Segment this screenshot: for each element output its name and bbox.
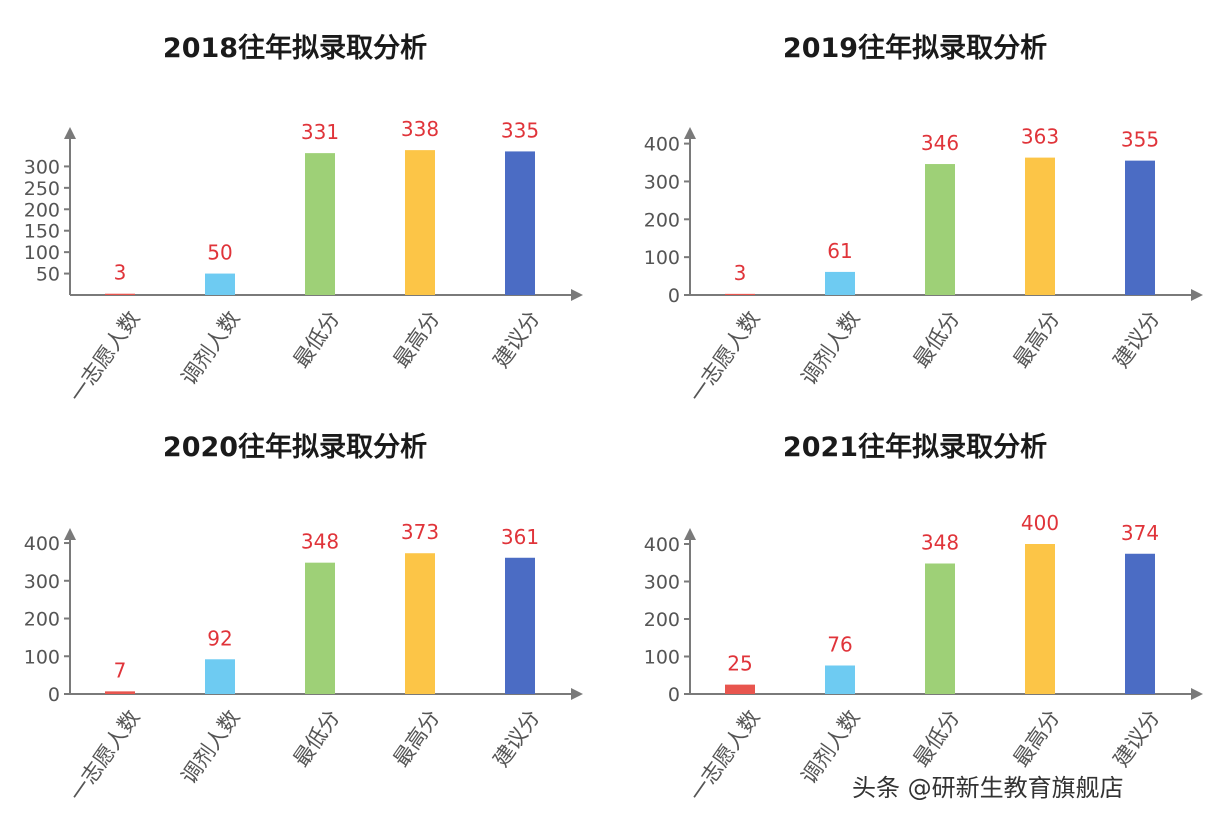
data-label: 7 bbox=[114, 658, 127, 682]
x-tick-label: 一志愿人数 bbox=[65, 307, 145, 407]
x-axis-arrow bbox=[1191, 688, 1203, 700]
data-label: 348 bbox=[921, 531, 959, 555]
bar bbox=[1025, 157, 1055, 295]
bar bbox=[925, 164, 955, 295]
chart-panel: 2019往年拟录取分析 0 100 200 300 400 3 一志愿人数 61 调剂人数 346 最… bbox=[644, 32, 1203, 407]
y-tick-label: 100 bbox=[24, 242, 60, 264]
y-tick-label: 100 bbox=[24, 646, 60, 668]
x-tick-label: 调剂人数 bbox=[177, 307, 245, 390]
y-tick-label: 100 bbox=[644, 647, 680, 669]
y-tick-label: 100 bbox=[644, 247, 680, 269]
y-tick-label: 300 bbox=[644, 572, 680, 594]
watermark: 头条 @研新生教育旗舰店 bbox=[852, 774, 1124, 802]
y-axis-arrow bbox=[64, 127, 76, 139]
x-tick-label: 一志愿人数 bbox=[65, 706, 145, 806]
y-tick-label: 400 bbox=[24, 533, 60, 555]
y-tick-label: 150 bbox=[24, 221, 60, 243]
y-tick-label: 250 bbox=[24, 178, 60, 200]
bar bbox=[405, 150, 435, 295]
bar bbox=[505, 151, 535, 295]
x-axis-arrow bbox=[571, 289, 583, 301]
data-label: 348 bbox=[301, 530, 339, 554]
y-axis-arrow bbox=[64, 528, 76, 540]
y-tick-label: 200 bbox=[24, 199, 60, 221]
y-tick-label: 200 bbox=[24, 609, 60, 631]
bar bbox=[1125, 553, 1155, 694]
x-tick-label: 一志愿人数 bbox=[685, 706, 765, 806]
x-tick-label: 建议分 bbox=[489, 307, 545, 372]
y-tick-label: 300 bbox=[24, 571, 60, 593]
bar bbox=[1025, 544, 1055, 694]
chart-panel: 2020往年拟录取分析 0 100 200 300 400 7 一志愿人数 92 调剂人数 348 最… bbox=[24, 431, 583, 806]
y-tick-label: 200 bbox=[644, 209, 680, 231]
data-label: 25 bbox=[727, 652, 752, 676]
data-label: 335 bbox=[501, 118, 539, 142]
data-label: 373 bbox=[401, 520, 439, 544]
x-tick-label: 建议分 bbox=[1109, 706, 1165, 771]
data-label: 355 bbox=[1121, 128, 1159, 152]
data-label: 363 bbox=[1021, 125, 1059, 149]
data-label: 92 bbox=[207, 626, 232, 650]
data-label: 361 bbox=[501, 525, 539, 549]
x-tick-label: 建议分 bbox=[489, 706, 545, 771]
chart-title: 2020往年拟录取分析 bbox=[163, 431, 427, 463]
bar bbox=[725, 293, 755, 295]
x-tick-label: 一志愿人数 bbox=[685, 307, 765, 407]
bar bbox=[305, 562, 335, 694]
x-tick-label: 最高分 bbox=[389, 307, 445, 372]
bar bbox=[825, 665, 855, 694]
y-axis-arrow bbox=[684, 528, 696, 540]
data-label: 338 bbox=[401, 117, 439, 141]
bar bbox=[1125, 160, 1155, 295]
x-tick-label: 最高分 bbox=[1009, 706, 1065, 771]
x-axis-arrow bbox=[1191, 289, 1203, 301]
bar bbox=[105, 293, 135, 295]
y-tick-label: 200 bbox=[644, 609, 680, 631]
bar bbox=[305, 153, 335, 295]
data-label: 76 bbox=[827, 633, 852, 657]
data-label: 50 bbox=[207, 241, 232, 265]
bar bbox=[725, 684, 755, 694]
chart-title: 2018往年拟录取分析 bbox=[163, 32, 427, 64]
data-label: 346 bbox=[921, 131, 959, 155]
chart-title: 2021往年拟录取分析 bbox=[783, 431, 1047, 463]
data-label: 61 bbox=[827, 239, 852, 263]
data-label: 3 bbox=[114, 261, 127, 285]
x-tick-label: 建议分 bbox=[1109, 307, 1165, 372]
x-tick-label: 最低分 bbox=[289, 706, 345, 771]
y-tick-label: 400 bbox=[644, 534, 680, 556]
chart-title: 2019往年拟录取分析 bbox=[783, 32, 1047, 64]
data-label: 374 bbox=[1121, 521, 1159, 545]
bar bbox=[825, 271, 855, 295]
bar bbox=[405, 553, 435, 694]
x-tick-label: 调剂人数 bbox=[797, 307, 865, 390]
y-tick-label: 300 bbox=[644, 171, 680, 193]
bar bbox=[105, 691, 135, 694]
x-tick-label: 最高分 bbox=[1009, 307, 1065, 372]
data-label: 400 bbox=[1021, 511, 1059, 535]
y-tick-label: 0 bbox=[668, 285, 680, 307]
bar bbox=[505, 557, 535, 694]
data-label: 3 bbox=[734, 261, 747, 285]
x-tick-label: 最高分 bbox=[389, 706, 445, 771]
y-tick-label: 0 bbox=[48, 684, 60, 706]
bar bbox=[205, 273, 235, 295]
data-label: 331 bbox=[301, 120, 339, 144]
y-axis-arrow bbox=[684, 127, 696, 139]
chart-panel: 2018往年拟录取分析501001502002503003一志愿人数50调剂人数… bbox=[24, 32, 583, 407]
y-tick-label: 50 bbox=[36, 264, 60, 286]
bar bbox=[925, 563, 955, 694]
chart-panel: 2021往年拟录取分析010020030040025一志愿人数76调剂人数348… bbox=[644, 431, 1203, 806]
y-tick-label: 300 bbox=[24, 156, 60, 178]
y-tick-label: 0 bbox=[668, 684, 680, 706]
x-tick-label: 最低分 bbox=[909, 307, 965, 372]
x-tick-label: 最低分 bbox=[289, 307, 345, 372]
x-axis-arrow bbox=[571, 688, 583, 700]
x-tick-label: 调剂人数 bbox=[177, 706, 245, 789]
x-tick-label: 最低分 bbox=[909, 706, 965, 771]
bar bbox=[205, 659, 235, 694]
y-tick-label: 400 bbox=[644, 134, 680, 156]
